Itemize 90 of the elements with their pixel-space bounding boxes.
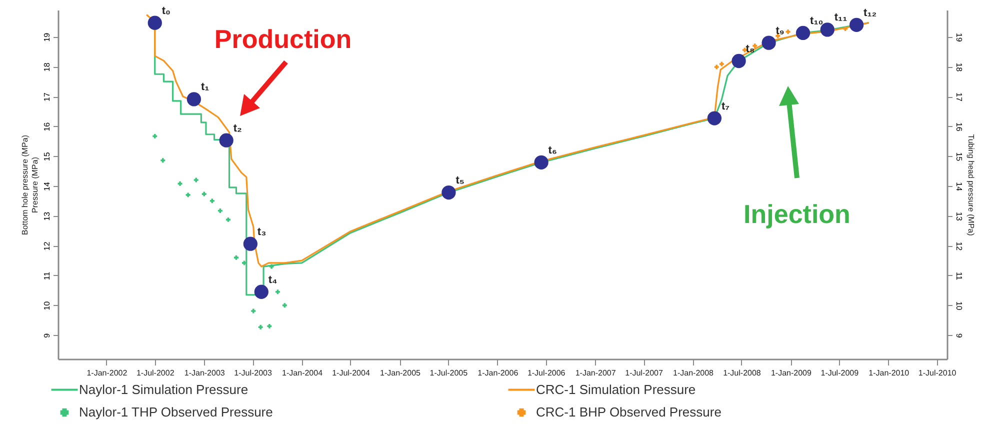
point — [254, 284, 268, 299]
data-label: t₁₁ — [834, 12, 848, 24]
x-tick-label: 1-Jan-2004 — [282, 368, 324, 378]
point — [152, 134, 158, 138]
point — [202, 192, 206, 196]
y2-tick-label: 10 — [954, 301, 964, 311]
y-tick-label: 17 — [42, 92, 52, 102]
point — [251, 308, 256, 314]
data-label: t₁₀ — [810, 14, 824, 27]
data-label: t₄ — [268, 274, 278, 286]
point — [719, 62, 724, 66]
y-tick-label: 11 — [42, 271, 52, 280]
y2-tick-label: 16 — [954, 122, 964, 132]
y2-tick-label: 9 — [954, 333, 964, 338]
data-label: t₃ — [257, 226, 266, 238]
x-tick-label: 1-Jan-2006 — [478, 368, 519, 378]
data-label: t₉ — [776, 24, 784, 37]
legend-label: CRC-1 BHP Observed Pressure — [536, 404, 722, 420]
y-tick-label: 16 — [42, 122, 52, 132]
point — [194, 178, 198, 182]
y-tick-label: 14 — [42, 181, 52, 191]
x-tick-label: 1-Jan-2003 — [184, 368, 226, 378]
y-tick-label: 9 — [42, 332, 52, 338]
y-axis-title: Bottom hole pressure (MPa) Pressure (MPa) — [20, 134, 40, 236]
y-tick-label: 13 — [42, 211, 52, 221]
point — [160, 158, 166, 163]
point — [269, 264, 274, 269]
point — [534, 155, 548, 170]
point — [210, 198, 214, 204]
y2-tick-label: 13 — [954, 212, 964, 222]
point — [178, 181, 182, 186]
x-tick-label: 1-Jul-2009 — [820, 368, 860, 378]
y2-tick-label: 15 — [954, 152, 964, 162]
y2-tick-label: 12 — [954, 242, 964, 252]
y-tick-label: 15 — [42, 152, 52, 162]
x-tick-label: 1-Jul-2002 — [136, 368, 175, 378]
y-tick-label: 10 — [42, 300, 52, 310]
y2-tick-label: 11 — [954, 272, 964, 281]
x-tick-label: 1-Jan-2002 — [86, 368, 128, 378]
y-tick-label: 19 — [42, 32, 52, 42]
point — [820, 22, 834, 37]
y-tick-label: 12 — [42, 241, 52, 251]
point — [732, 54, 746, 68]
point — [242, 260, 246, 266]
point — [849, 18, 864, 32]
data-label: t₀ — [162, 4, 171, 17]
data-label: t₆ — [548, 144, 557, 156]
point — [714, 64, 719, 70]
point — [258, 324, 263, 330]
y2-tick-label: 19 — [954, 32, 964, 42]
point — [243, 236, 258, 251]
point — [442, 185, 456, 200]
x-tick-label: 1-Jan-2010 — [868, 368, 910, 378]
data-label: t₇ — [721, 100, 730, 112]
point — [796, 26, 810, 40]
y2-axis-title: Tubing head pressure (MPa) — [966, 134, 976, 236]
point — [234, 255, 238, 260]
x-tick-label: 1-Jul-2006 — [527, 368, 566, 378]
data-label: t₂ — [233, 122, 242, 134]
point — [219, 133, 234, 148]
point — [707, 111, 722, 126]
y2-tick-label: 14 — [954, 182, 964, 192]
x-tick-label: 1-Jul-2010 — [918, 368, 957, 378]
x-tick-label: 1-Jan-2009 — [770, 368, 812, 378]
point — [186, 92, 202, 106]
legend-label: Naylor-1 Simulation Pressure — [79, 382, 248, 397]
x-tick-label: 1-Jul-2005 — [430, 368, 468, 378]
x-tick-label: 1-Jul-2004 — [332, 368, 370, 378]
x-tick-label: 1-Jan-2005 — [380, 368, 422, 378]
point — [786, 30, 790, 34]
data-label: t₁₂ — [864, 6, 877, 19]
x-tick-label: 1-Jan-2007 — [575, 368, 616, 378]
annotation: Injection — [744, 199, 850, 229]
data-label: t₁ — [200, 81, 210, 94]
point — [275, 290, 280, 294]
legend-label: Naylor-1 THP Observed Pressure — [79, 404, 273, 420]
x-tick-label: 1-Jul-2008 — [723, 368, 762, 378]
point — [148, 16, 162, 30]
data-label: t₅ — [456, 174, 464, 187]
point — [186, 192, 190, 198]
x-tick-label: 1-Jan-2008 — [673, 368, 714, 378]
x-tick-label: 1-Jul-2007 — [625, 368, 664, 378]
x-tick-label: 1-Jul-2003 — [234, 368, 272, 378]
point — [762, 36, 776, 50]
point — [267, 324, 272, 328]
annotation: Production — [214, 24, 352, 54]
y2-tick-label: 17 — [954, 92, 964, 102]
y2-tick-label: 18 — [954, 62, 964, 72]
y-tick-label: 18 — [42, 62, 52, 72]
legend-label: CRC-1 Simulation Pressure — [536, 382, 696, 397]
